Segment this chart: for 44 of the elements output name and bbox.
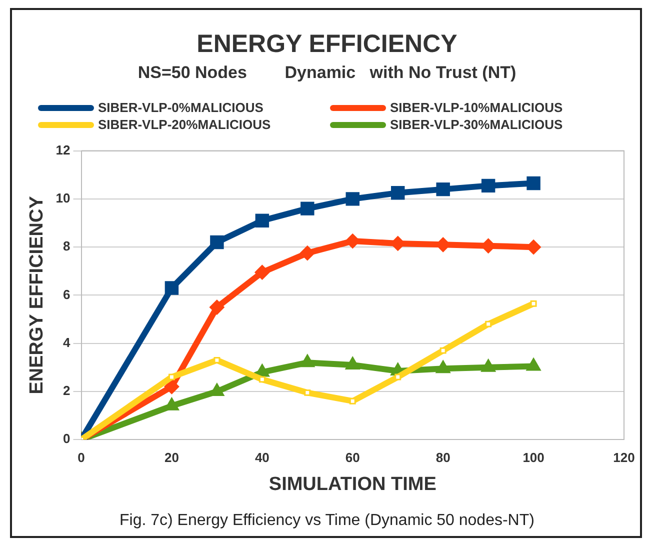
- y-tick-label: 10: [56, 190, 70, 206]
- caption: Fig. 7c) Energy Efficiency vs Time (Dynamic 50 nodes-NT): [118, 512, 536, 530]
- point: [440, 347, 446, 354]
- x-tick-label: 40: [254, 450, 270, 465]
- y-tick-label: 8: [63, 238, 70, 254]
- point: [304, 389, 311, 396]
- y-tick-label: 4: [63, 334, 72, 350]
- point: [255, 214, 270, 228]
- legend-label: SIBER-VLP-20%MALICIOUS: [98, 117, 271, 132]
- chart-subtitle: NS=50 Nodes Dynamic with No Trust (NT): [136, 63, 518, 83]
- point: [390, 186, 405, 200]
- point: [349, 398, 356, 404]
- y-tick-label: 12: [56, 142, 70, 158]
- y-tick-label: 6: [63, 286, 70, 302]
- point: [300, 202, 314, 216]
- point: [168, 374, 175, 380]
- point: [254, 264, 270, 280]
- point: [436, 182, 450, 196]
- point: [526, 176, 540, 190]
- point: [481, 178, 496, 193]
- point: [394, 374, 402, 380]
- point: [485, 320, 492, 328]
- legend-label: SIBER-VLP-0%MALICIOUS: [98, 100, 264, 115]
- x-tick-label: 60: [345, 450, 360, 465]
- point: [209, 300, 224, 315]
- point: [300, 246, 315, 261]
- legend-label: SIBER-VLP-30%MALICIOUS: [390, 117, 563, 132]
- point: [530, 300, 537, 307]
- point: [258, 376, 266, 383]
- x-tick-label: 100: [522, 450, 544, 465]
- point: [210, 235, 224, 250]
- y-tick-label: 2: [63, 383, 70, 398]
- y-tick-label: 0: [63, 431, 70, 446]
- x-tick-label: 20: [164, 450, 179, 465]
- x-axis-title: SIMULATION TIME: [268, 474, 436, 495]
- x-tick-label: 80: [436, 450, 450, 465]
- y-axis-title: ENERGY EFFICIENCY: [26, 196, 48, 394]
- point: [164, 379, 180, 394]
- point: [346, 192, 360, 206]
- x-tick-label: 120: [613, 450, 635, 465]
- legend-label: SIBER-VLP-10%MALICIOUS: [390, 100, 563, 115]
- x-tick-label: 0: [78, 450, 85, 465]
- chart-title: ENERGY EFFICIENCY: [196, 30, 458, 59]
- point: [164, 281, 179, 295]
